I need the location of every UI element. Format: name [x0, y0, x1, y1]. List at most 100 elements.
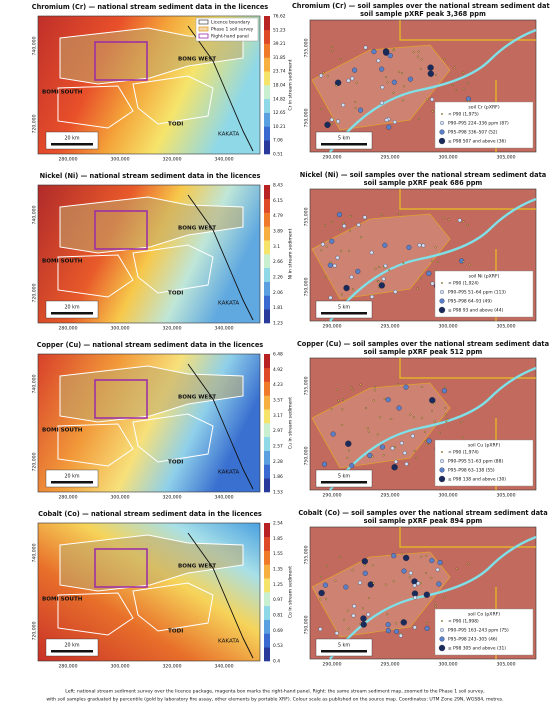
soil-sample [417, 50, 420, 53]
soil-sample [392, 120, 397, 124]
y-tick-label: 740,000 [32, 543, 38, 562]
soil-sample [395, 622, 398, 625]
x-tick-label: 295,000 [381, 155, 400, 161]
soil-sample [330, 431, 336, 437]
soil-sample [326, 75, 329, 78]
soil-sample [393, 459, 398, 464]
soil-sample [348, 249, 351, 252]
colorbar-tick-label: 31.85 [273, 55, 286, 61]
soil-sample [453, 66, 456, 69]
soil-sample [390, 417, 393, 420]
soil-sample [431, 110, 434, 113]
x-tick-label: 295,000 [381, 493, 400, 499]
soil-sample [334, 631, 339, 636]
licence-boundary [57, 592, 134, 636]
soil-sample [354, 101, 357, 104]
soil-sample [460, 420, 463, 423]
scale-label: 20 km [64, 136, 79, 142]
soil-survey-area [311, 213, 451, 300]
colorbar-segment [264, 98, 270, 113]
soil-sample [360, 621, 367, 628]
map-label: KAKATA [218, 639, 239, 645]
soil-sample [358, 107, 364, 113]
soil-sample [367, 581, 374, 588]
colorbar-tick-label: 0.69 [273, 628, 283, 634]
soil-sample [335, 84, 338, 87]
soil-sample [325, 564, 328, 567]
legend-title: soil Ni (pXRF) [469, 274, 500, 280]
licence-boundary [132, 75, 214, 125]
soil-sample [355, 268, 361, 274]
colorbar-segment [264, 464, 270, 479]
colorbar-segment [264, 450, 270, 465]
soil-sample [412, 625, 417, 630]
soil-sample [385, 628, 391, 634]
soil-sample [332, 263, 337, 268]
licence-boundary [57, 423, 134, 467]
soil-sample [387, 53, 393, 59]
scale-bar [321, 481, 367, 484]
x-tick-label: 305,000 [497, 493, 516, 499]
soil-sample [337, 399, 340, 402]
legend-label: P95–P98 336–507 (52) [448, 130, 498, 136]
legend-box [195, 17, 259, 42]
y-tick-label: 740,000 [32, 205, 38, 224]
right-panel-box [94, 548, 148, 588]
soil-sample [392, 580, 395, 583]
colorbar-tick-label: 7.06 [273, 138, 283, 144]
panel-title: Cobalt (Co) — national stream sediment d… [38, 510, 262, 518]
soil-sample [320, 242, 325, 247]
map-label: BONG WEST [178, 395, 216, 401]
soil-sample [379, 66, 385, 72]
soil-sample [358, 580, 362, 585]
y-tick-label: 720,000 [32, 621, 38, 640]
x-tick-label: 290,000 [323, 662, 342, 668]
soil-sample [318, 627, 323, 632]
legend-label: P90–P95 163–243 ppm (75) [448, 628, 509, 634]
soil-sample [408, 571, 413, 575]
soil-sample [427, 70, 434, 77]
map-label: TODI [168, 122, 183, 128]
soil-sample [430, 281, 435, 286]
soil-sample [377, 280, 380, 283]
soil-sample [402, 99, 405, 102]
y-tick-label: 755,000 [304, 207, 310, 226]
y-tick-label: 740,000 [32, 36, 38, 55]
soil-sample [423, 591, 430, 598]
legend-box [434, 270, 534, 318]
soil-sample [443, 596, 446, 599]
colorbar-segment [264, 550, 270, 565]
soil-sample [401, 568, 407, 574]
soil-sample [391, 79, 397, 85]
soil-sample [430, 97, 435, 102]
colorbar-segment [264, 140, 270, 155]
soil-sample [336, 119, 340, 124]
colorbar-segment [264, 592, 270, 607]
soil-sample [339, 228, 342, 231]
soil-sample [394, 445, 396, 448]
soil-sample [396, 383, 399, 386]
soil-sample [441, 388, 447, 394]
legend-label: ≥ P98 93 and above (44) [448, 308, 504, 314]
soil-sample [319, 73, 324, 78]
x-tick-label: 290,000 [323, 493, 342, 499]
legend-title: soil Cu (pXRF) [468, 443, 500, 449]
soil-sample [359, 383, 362, 386]
soil-sample [329, 117, 334, 122]
soil-sample [393, 628, 400, 635]
licence-boundary [132, 582, 214, 632]
soil-sample [330, 408, 333, 411]
colorbar-segment [264, 126, 270, 141]
map-label: BOMI SOUTH [42, 90, 83, 96]
soil-sample [371, 564, 374, 567]
soil-sample [455, 567, 458, 570]
x-tick-label: 290,000 [323, 155, 342, 161]
legend-label: Right-hand panel [211, 34, 249, 40]
scale-label: 5 km [338, 305, 350, 311]
soil-sample [372, 582, 375, 585]
legend-marker [441, 451, 443, 453]
soil-sample [339, 58, 342, 60]
caption: with soil samples graduated by percentil… [46, 697, 503, 703]
soil-sample [347, 449, 350, 452]
road [187, 194, 254, 321]
